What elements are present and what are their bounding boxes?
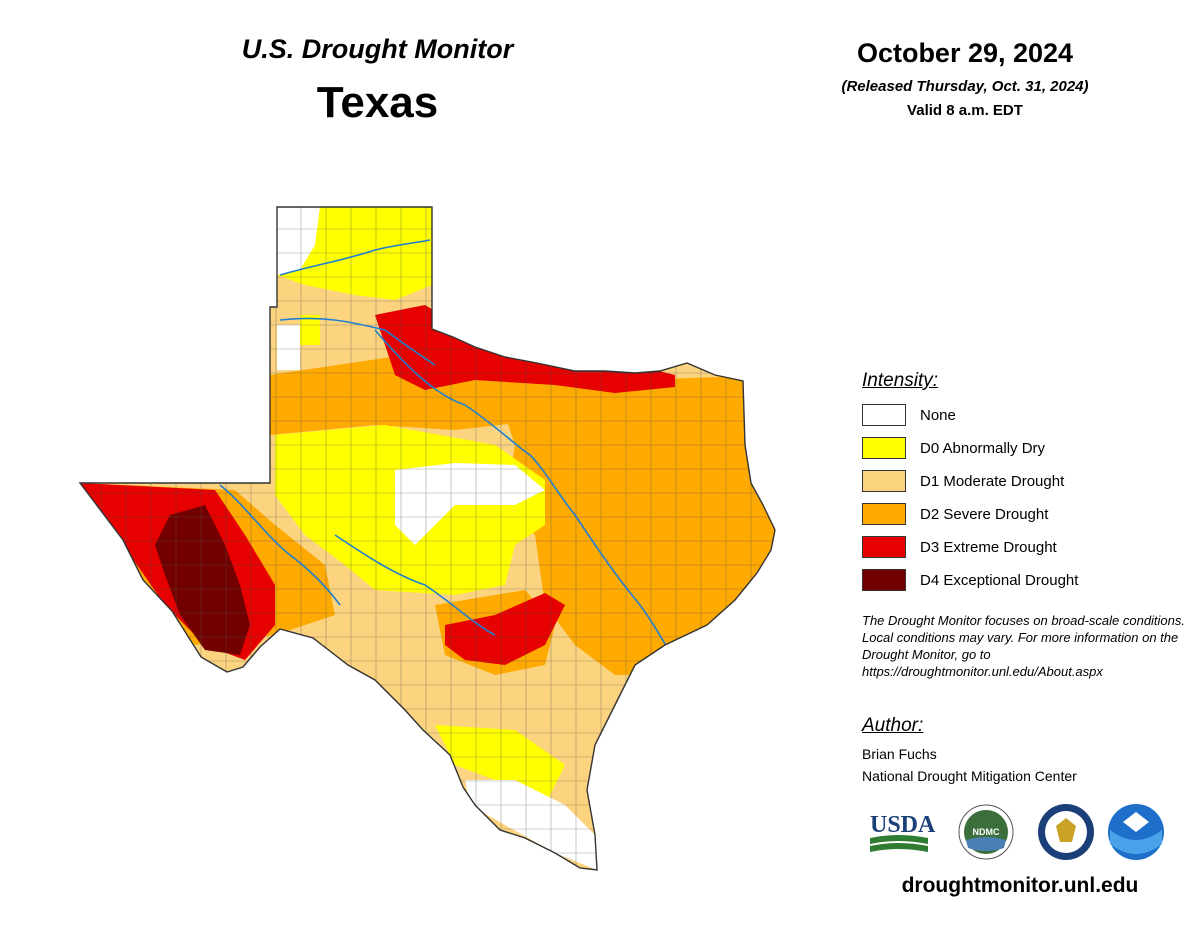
legend-label: D4 Exceptional Drought: [920, 571, 1079, 589]
rivers: [219, 239, 676, 661]
legend-label: D0 Abnormally Dry: [920, 439, 1046, 457]
d2-east-region: [495, 375, 775, 675]
partner-logos: USDA NDMC: [870, 804, 1164, 860]
legend-swatch: [862, 470, 906, 492]
none-central-region: [395, 463, 545, 545]
ndmc-logo-text: NDMC: [973, 827, 1000, 837]
legend-item-d1: D1 Moderate Drought: [862, 469, 1064, 493]
legend-item-d4: D4 Exceptional Drought: [862, 568, 1078, 592]
texas-outline: [78, 206, 776, 871]
d0-south-region: [435, 725, 565, 805]
legend-label: D3 Extreme Drought: [920, 538, 1057, 556]
d3-central-region: [445, 593, 565, 665]
legend-swatch: [862, 503, 906, 525]
legend-item-none: None: [862, 403, 956, 427]
legend-label: D1 Moderate Drought: [920, 472, 1065, 490]
map-title: Texas: [316, 78, 439, 127]
commerce-seal-logo: [1038, 804, 1094, 860]
none-south-region: [465, 780, 597, 870]
valid-time: Valid 8 a.m. EDT: [907, 102, 1023, 119]
none-panhandle-region: [277, 207, 320, 275]
usda-logo: USDA: [870, 812, 936, 852]
legend-label: D2 Severe Drought: [920, 505, 1049, 523]
map-subtitle: U.S. Drought Monitor: [241, 34, 514, 64]
site-url[interactable]: droughtmonitor.unl.edu: [901, 874, 1139, 897]
legend-heading: Intensity:: [862, 370, 939, 391]
legend-swatch: [862, 404, 906, 426]
legend-item-d3: D3 Extreme Drought: [862, 535, 1057, 559]
ndmc-logo: NDMC: [958, 804, 1014, 860]
legend-item-d2: D2 Severe Drought: [862, 502, 1048, 526]
release-date: (Released Thursday, Oct. 31, 2024): [841, 78, 1089, 95]
author-heading: Author:: [862, 715, 924, 736]
legend-swatch: [862, 536, 906, 558]
author-organization: National Drought Mitigation Center: [862, 768, 1077, 784]
legend-swatch: [862, 569, 906, 591]
noaa-logo: [1108, 804, 1164, 860]
d0-panhandle-spot: [300, 315, 320, 345]
texas-drought-map: [78, 206, 776, 871]
legend-label: None: [920, 406, 956, 424]
map-date: October 29, 2024: [856, 38, 1074, 68]
author-name: Brian Fuchs: [862, 746, 937, 762]
none-panhandle-spot: [277, 325, 300, 370]
legend-item-d0: D0 Abnormally Dry: [862, 436, 1045, 460]
disclaimer-note: The Drought Monitor focuses on broad-sca…: [862, 613, 1186, 679]
usda-logo-text: USDA: [870, 812, 936, 838]
legend-swatch: [862, 437, 906, 459]
